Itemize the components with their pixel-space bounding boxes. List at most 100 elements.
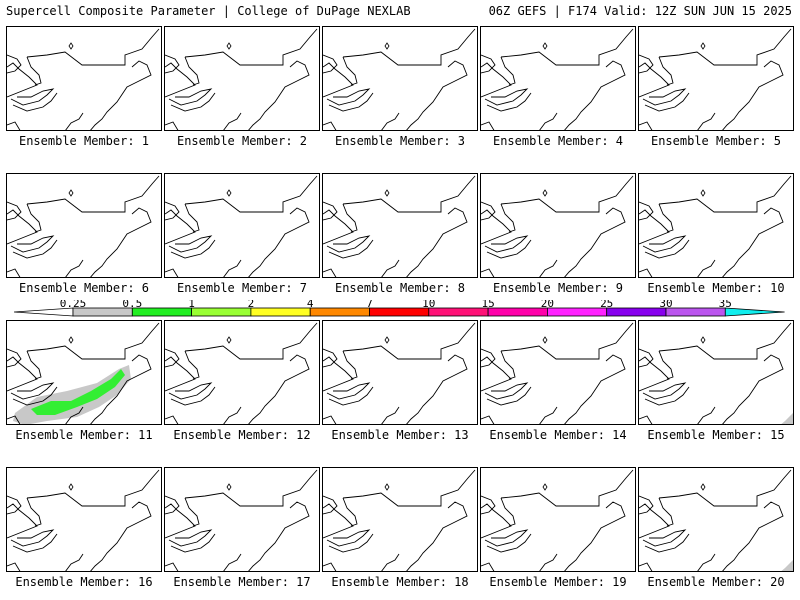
diamond-marker-icon: [542, 483, 548, 491]
map-line: [486, 386, 532, 406]
ensemble-panel-16: [6, 467, 162, 572]
map-line: [342, 28, 476, 66]
map-line: [165, 62, 196, 98]
diamond-marker-icon: [68, 336, 74, 344]
map-line: [7, 62, 38, 98]
map-line: [539, 259, 558, 277]
map-line: [642, 529, 687, 547]
map-line: [639, 495, 654, 515]
map-line: [639, 54, 654, 74]
ensemble-panel-11: [6, 320, 162, 425]
map-line: [564, 207, 626, 277]
map-line: [170, 92, 216, 112]
map-line: [7, 268, 21, 277]
colorbar-tick-label: 7: [366, 300, 373, 310]
ensemble-member-label: Ensemble Member: 9: [492, 281, 624, 295]
map-line: [168, 235, 213, 253]
colorbar-tick-label: 1: [188, 300, 195, 310]
map-line: [7, 54, 22, 74]
map-line: [7, 495, 22, 515]
map-line: [165, 415, 179, 424]
colorbar-segment: [369, 307, 430, 317]
diamond-marker-icon: [700, 336, 706, 344]
ensemble-member-label: Ensemble Member: 14: [489, 428, 627, 442]
map-line: [12, 239, 58, 259]
map-line: [26, 203, 42, 233]
map-line: [500, 469, 634, 507]
scp-area-low: [781, 560, 793, 571]
map-line: [481, 62, 512, 98]
map-line: [165, 356, 196, 392]
map-line: [248, 354, 310, 424]
map-line: [7, 209, 38, 245]
map-line: [12, 386, 58, 406]
map-line: [90, 60, 152, 130]
map-line: [26, 469, 160, 507]
map-outline: [323, 175, 476, 277]
map-line: [342, 175, 476, 213]
map-outline: [7, 322, 160, 424]
map-line: [165, 121, 179, 130]
map-line: [26, 497, 42, 527]
colorbar-tick-label: 15: [481, 300, 494, 310]
map-line: [658, 175, 792, 213]
map-line: [90, 354, 152, 424]
colorbar-tick-label: 30: [659, 300, 672, 310]
map-line: [328, 386, 374, 406]
map-line: [248, 60, 310, 130]
map-line: [484, 529, 529, 547]
map-line: [184, 497, 200, 527]
diamond-marker-icon: [384, 483, 390, 491]
map-line: [481, 495, 496, 515]
map-line: [168, 88, 213, 106]
colorbar-segment: [487, 307, 548, 317]
map-line: [481, 348, 496, 368]
map-line: [323, 201, 338, 221]
ensemble-member-label: Ensemble Member: 15: [647, 428, 785, 442]
map-line: [644, 386, 690, 406]
map-line: [697, 553, 716, 571]
diamond-marker-icon: [542, 42, 548, 50]
map-line: [484, 235, 529, 253]
map-line: [722, 207, 784, 277]
map-line: [486, 92, 532, 112]
map-line: [323, 562, 337, 571]
map-line: [381, 112, 400, 130]
map-line: [342, 322, 476, 360]
ensemble-panel-15: [638, 320, 794, 425]
map-line: [639, 562, 653, 571]
map-line: [644, 533, 690, 553]
map-line: [481, 503, 512, 539]
map-outline: [323, 28, 476, 130]
ensemble-panel-14: [480, 320, 636, 425]
header-valid-time: 06Z GEFS | F174 Valid: 12Z SUN JUN 15 20…: [488, 4, 792, 18]
map-line: [500, 28, 634, 66]
map-line: [342, 497, 358, 527]
map-line: [90, 501, 152, 571]
diamond-marker-icon: [226, 189, 232, 197]
map-line: [644, 239, 690, 259]
map-line: [323, 54, 338, 74]
map-line: [639, 201, 654, 221]
map-outline: [481, 469, 634, 571]
map-line: [248, 501, 310, 571]
map-line: [184, 56, 200, 86]
colorbar-segment: [250, 307, 311, 317]
map-line: [90, 207, 152, 277]
colorbar-segment: [724, 307, 785, 317]
map-line: [248, 207, 310, 277]
ensemble-member-label: Ensemble Member: 12: [173, 428, 311, 442]
map-line: [326, 235, 371, 253]
map-line: [12, 92, 58, 112]
map-line: [639, 121, 653, 130]
ensemble-member-label: Ensemble Member: 1: [18, 134, 150, 148]
ensemble-panel-5: [638, 26, 794, 131]
map-line: [564, 354, 626, 424]
map-line: [639, 268, 653, 277]
diamond-marker-icon: [700, 483, 706, 491]
map-line: [223, 112, 242, 130]
diamond-marker-icon: [700, 42, 706, 50]
colorbar-segment: [547, 307, 608, 317]
map-outline: [165, 322, 318, 424]
map-outline: [165, 28, 318, 130]
